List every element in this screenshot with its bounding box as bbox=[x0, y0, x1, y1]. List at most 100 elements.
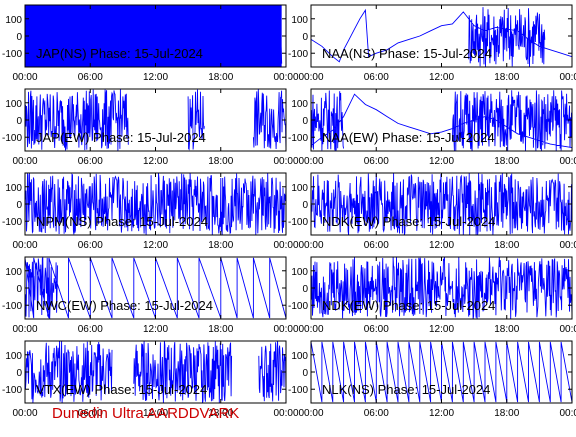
x-tick-label: 06:00 bbox=[78, 72, 103, 83]
panel-4: 100 0 -100 00:00 06:00 12:00 18:00 00:00 NAA(EW)… bbox=[288, 88, 576, 167]
x-tick-label: 06:00 bbox=[364, 408, 389, 419]
y-tick-label: 100 bbox=[5, 183, 22, 194]
x-tick-label: 00:00 bbox=[273, 72, 298, 83]
phase-trace bbox=[25, 257, 286, 319]
x-tick-label: 12:00 bbox=[429, 156, 454, 167]
x-tick-label: 00:00 bbox=[298, 156, 323, 167]
footer-label: Dunedin Ultra AARDDVARK bbox=[52, 405, 240, 422]
panel-title: NDK(EW) Phase: 15-Jul-2024 bbox=[322, 214, 495, 229]
phase-trace bbox=[25, 5, 283, 67]
x-tick-label: 18:00 bbox=[208, 72, 233, 83]
panel-1: 100 0 -100 00:00 06:00 12:00 18:00 00:00 JAP(NS)… bbox=[2, 4, 299, 83]
panel-title: JAP(NS) Phase: 15-Jul-2024 bbox=[36, 46, 203, 61]
x-tick-label: 18:00 bbox=[494, 72, 519, 83]
x-tick-label: 18:00 bbox=[208, 156, 233, 167]
panel-10: 100 0 -100 00:00 06:00 12:00 18:00 00:00 NLK(NS)… bbox=[288, 340, 576, 419]
panel-title: NLK(NS) Phase: 15-Jul-2024 bbox=[322, 382, 490, 397]
panel-title: VTX(EW) Phase: 15-Jul-2024 bbox=[36, 382, 207, 397]
x-tick-label: 06:00 bbox=[364, 240, 389, 251]
x-tick-label: 00:00 bbox=[298, 324, 323, 335]
x-tick-label: 00:00 bbox=[12, 240, 37, 251]
y-tick-label: 100 bbox=[5, 267, 22, 278]
y-tick-label: 100 bbox=[5, 15, 22, 26]
y-tick-label: 0 bbox=[302, 116, 308, 127]
phase-trace bbox=[311, 90, 572, 151]
x-tick-label: 06:00 bbox=[78, 240, 103, 251]
x-tick-label: 18:00 bbox=[208, 408, 233, 419]
y-tick-label: 100 bbox=[291, 99, 308, 110]
x-tick-label: 06:00 bbox=[78, 156, 103, 167]
panel-9: 100 0 -100 00:00 06:00 12:00 18:00 00:00 VTX(EW)… bbox=[2, 340, 299, 419]
x-tick-label: 00:00 bbox=[273, 156, 298, 167]
y-tick-label: 0 bbox=[302, 200, 308, 211]
y-tick-label: -100 bbox=[2, 217, 22, 228]
x-tick-label: 00:00 bbox=[559, 324, 576, 335]
x-tick-label: 00:00 bbox=[273, 408, 298, 419]
x-tick-label: 12:00 bbox=[429, 240, 454, 251]
x-tick-label: 12:00 bbox=[143, 156, 168, 167]
x-tick-label: 00:00 bbox=[298, 72, 323, 83]
x-tick-label: 00:00 bbox=[559, 240, 576, 251]
x-tick-label: 12:00 bbox=[143, 72, 168, 83]
trace-group bbox=[311, 173, 572, 235]
y-tick-label: -100 bbox=[288, 301, 308, 312]
x-tick-label: 18:00 bbox=[208, 240, 233, 251]
y-tick-label: 100 bbox=[5, 351, 22, 362]
y-tick-label: 0 bbox=[16, 200, 22, 211]
x-tick-label: 06:00 bbox=[364, 324, 389, 335]
y-tick-label: -100 bbox=[288, 49, 308, 60]
x-tick-label: 06:00 bbox=[78, 408, 103, 419]
x-tick-label: 18:00 bbox=[494, 156, 519, 167]
panel-title: NAA(NS) Phase: 15-Jul-2024 bbox=[322, 46, 492, 61]
y-tick-label: 100 bbox=[5, 99, 22, 110]
x-tick-label: 00:00 bbox=[12, 408, 37, 419]
panel-title: NWC(EW) Phase: 15-Jul-2024 bbox=[36, 298, 213, 313]
x-tick-label: 00:00 bbox=[12, 156, 37, 167]
x-tick-label: 12:00 bbox=[143, 408, 168, 419]
y-tick-label: 0 bbox=[16, 116, 22, 127]
x-tick-label: 00:00 bbox=[298, 408, 323, 419]
y-tick-label: 0 bbox=[302, 284, 308, 295]
y-tick-label: -100 bbox=[288, 217, 308, 228]
panel-8: 100 0 -100 00:00 06:00 12:00 18:00 00:00 NDK(EW)… bbox=[288, 256, 576, 335]
x-tick-label: 00:00 bbox=[273, 240, 298, 251]
x-tick-label: 06:00 bbox=[78, 324, 103, 335]
phase-trace bbox=[25, 173, 286, 235]
y-tick-label: 100 bbox=[291, 351, 308, 362]
y-tick-label: 100 bbox=[291, 267, 308, 278]
x-tick-label: 00:00 bbox=[559, 72, 576, 83]
phase-trace bbox=[311, 341, 572, 403]
x-tick-label: 18:00 bbox=[494, 408, 519, 419]
x-tick-label: 00:00 bbox=[559, 408, 576, 419]
y-tick-label: 0 bbox=[16, 284, 22, 295]
x-tick-label: 06:00 bbox=[364, 72, 389, 83]
trace-group bbox=[25, 257, 286, 319]
y-tick-label: 100 bbox=[291, 15, 308, 26]
x-tick-label: 12:00 bbox=[429, 72, 454, 83]
x-tick-label: 06:00 bbox=[364, 156, 389, 167]
y-tick-label: 0 bbox=[16, 32, 22, 43]
x-tick-label: 00:00 bbox=[298, 240, 323, 251]
phase-trace bbox=[25, 89, 286, 151]
x-tick-label: 00:00 bbox=[12, 324, 37, 335]
x-tick-label: 18:00 bbox=[208, 324, 233, 335]
trace-group bbox=[25, 173, 286, 235]
y-tick-label: -100 bbox=[288, 385, 308, 396]
y-tick-label: 0 bbox=[16, 368, 22, 379]
panel-title: NAA(EW) Phase: 15-Jul-2024 bbox=[322, 130, 495, 145]
x-tick-label: 18:00 bbox=[494, 324, 519, 335]
y-tick-label: -100 bbox=[2, 49, 22, 60]
y-tick-label: -100 bbox=[2, 385, 22, 396]
trace-group bbox=[311, 7, 572, 67]
x-tick-label: 00:00 bbox=[12, 72, 37, 83]
panel-title: NDK(EW) Phase: 15-Jul-2024 bbox=[322, 298, 495, 313]
y-tick-label: 0 bbox=[302, 368, 308, 379]
y-tick-label: 0 bbox=[302, 32, 308, 43]
panel-7: 100 0 -100 00:00 06:00 12:00 18:00 00:00 NWC(EW)… bbox=[2, 256, 299, 335]
panel-2: 100 0 -100 00:00 06:00 12:00 18:00 00:00 NAA(NS)… bbox=[288, 4, 576, 83]
x-tick-label: 12:00 bbox=[143, 240, 168, 251]
phase-trace bbox=[311, 7, 572, 67]
y-tick-label: 100 bbox=[291, 183, 308, 194]
